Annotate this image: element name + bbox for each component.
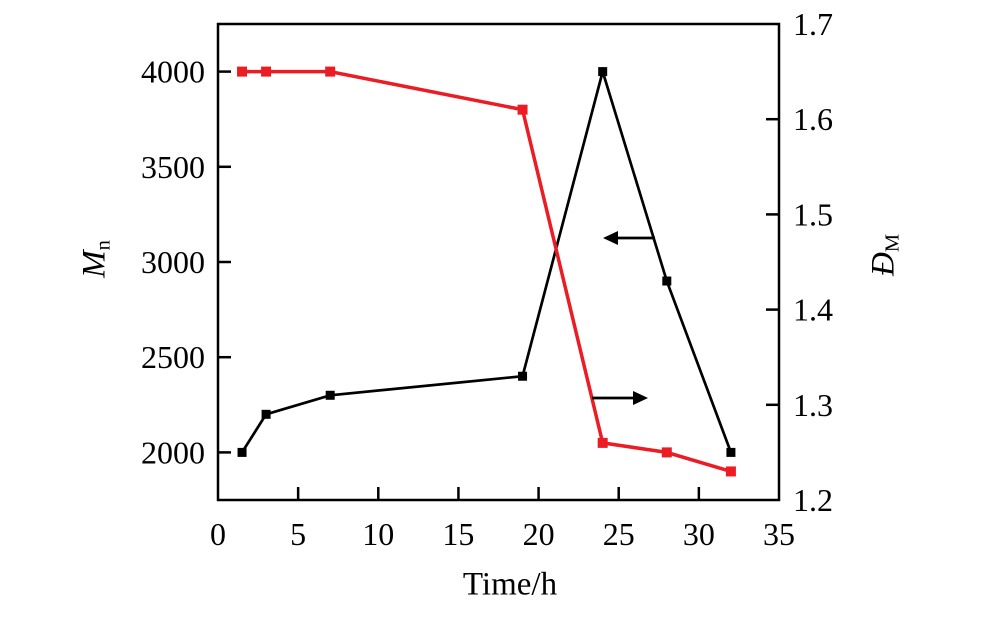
dm-series-marker	[597, 437, 608, 448]
mn-series-line	[240, 66, 733, 454]
dm-series-marker	[725, 466, 736, 477]
x-tick-label: 10	[362, 516, 394, 552]
x-tick-label: 25	[603, 516, 635, 552]
left-axis-title-main: M	[76, 250, 113, 278]
dm-series-marker	[237, 66, 248, 77]
right-tick-label: 1.5	[793, 196, 833, 232]
right-axis-arrow-head	[633, 391, 648, 405]
x-tick-label: 30	[683, 516, 715, 552]
dm-series-marker	[517, 104, 528, 115]
x-axis-title: Time/h	[463, 567, 557, 604]
plot-frame	[216, 22, 781, 502]
right-axis-title: ĐM	[865, 233, 904, 277]
left-tick-label: 3000	[141, 244, 205, 280]
right-axis-title-sub: M	[881, 233, 903, 253]
mn-series-marker	[237, 447, 247, 457]
mn-series-marker	[325, 390, 335, 400]
left-tick-label: 2000	[141, 434, 205, 470]
mn-series-marker	[518, 371, 528, 381]
right-tick-label: 1.3	[793, 387, 833, 423]
left-tick-label: 2500	[141, 339, 205, 375]
x-tick-label: 20	[523, 516, 555, 552]
mn-series-marker	[726, 447, 736, 457]
x-tick-label: 0	[210, 516, 226, 552]
right-tick-label: 1.6	[793, 101, 833, 137]
right-tick-label: 1.7	[793, 6, 833, 42]
x-tick-label: 5	[290, 516, 306, 552]
x-tick-label: 35	[763, 516, 795, 552]
x-tick-label: 15	[442, 516, 474, 552]
left-axis-title-sub: n	[92, 240, 114, 251]
dm-series-marker	[661, 447, 672, 458]
dm-series-marker	[261, 66, 272, 77]
mn-series-marker	[261, 409, 271, 419]
right-tick-label: 1.2	[793, 482, 833, 518]
dm-series-line	[242, 69, 732, 474]
x-axis-title-text: Time/h	[462, 566, 558, 603]
left-axis-title: Mn	[76, 240, 115, 278]
left-axis-arrow-head	[603, 231, 618, 245]
left-tick-label: 4000	[141, 54, 205, 90]
right-tick-label: 1.4	[793, 292, 833, 328]
mn-series-marker	[598, 67, 608, 77]
mn-series-marker	[662, 276, 672, 286]
left-tick-label: 3500	[141, 149, 205, 185]
right-axis-title-main: Đ	[865, 252, 902, 277]
dm-series-marker	[325, 66, 336, 77]
